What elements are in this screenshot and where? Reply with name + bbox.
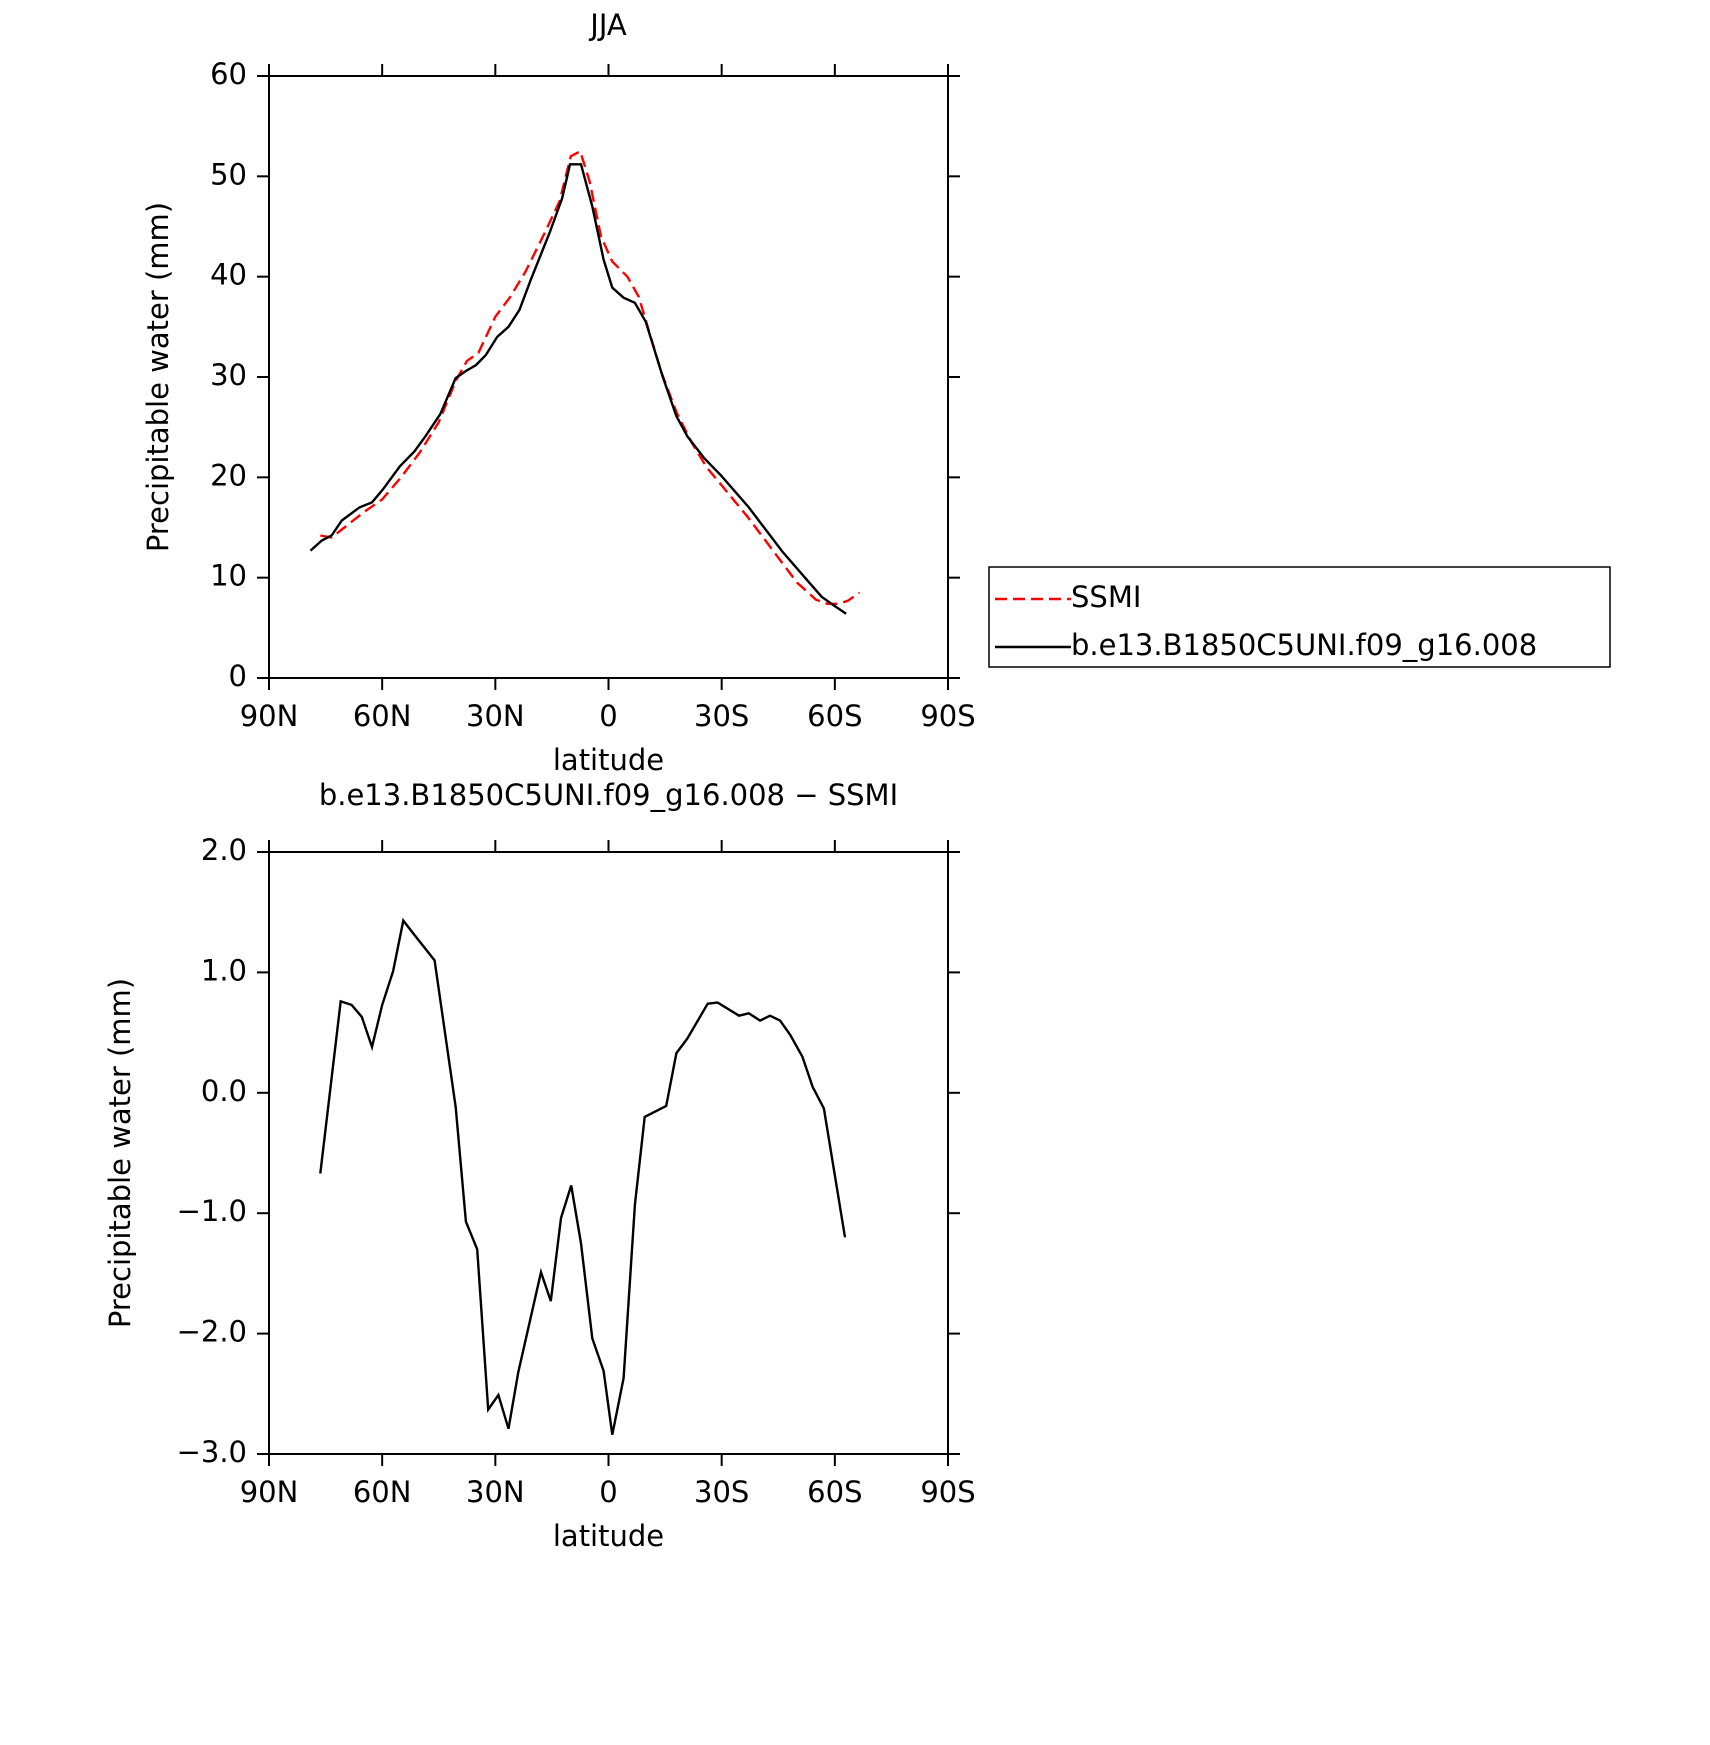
y-axis-label: Precipitable water (mm) [103,978,137,1328]
y-tick-label: −1.0 [177,1194,247,1228]
x-tick-label: 60S [807,1475,862,1509]
x-tick-label: 30S [694,1475,749,1509]
x-tick-label: 90S [920,1475,975,1509]
y-tick-label: 1.0 [201,953,247,987]
x-axis-label: latitude [553,1519,664,1553]
y-tick-label: 20 [210,458,247,492]
x-tick-label: 30S [694,699,749,733]
x-tick-label: 0 [599,1475,617,1509]
x-tick-label: 90N [240,699,299,733]
x-tick-label: 0 [599,699,617,733]
y-tick-label: 30 [210,358,247,392]
y-tick-label: 2.0 [201,833,247,867]
data-line [309,163,847,615]
y-tick-label: 40 [210,258,247,292]
x-axis-label: latitude [553,743,664,777]
x-tick-label: 60S [807,699,862,733]
y-axis-label: Precipitable water (mm) [141,202,175,552]
legend-label: SSMI [1071,580,1141,614]
x-tick-label: 60N [353,1475,412,1509]
x-tick-label: 90N [240,1475,299,1509]
y-tick-label: 60 [210,57,247,91]
y-tick-label: 0 [229,659,247,693]
chart-title: b.e13.B1850C5UNI.f09_g16.008 − SSMI [319,778,898,812]
y-tick-label: 10 [210,559,247,593]
x-tick-label: 90S [920,699,975,733]
plot-frame [268,851,949,1455]
plot-frame [268,75,949,679]
x-tick-label: 30N [466,699,525,733]
y-tick-label: 0.0 [201,1074,247,1108]
x-tick-label: 30N [466,1475,525,1509]
data-line [320,149,861,605]
x-tick-label: 60N [353,699,412,733]
y-tick-label: −3.0 [177,1435,247,1469]
y-tick-label: 50 [210,157,247,191]
data-line [319,917,847,1435]
legend-label: b.e13.B1850C5UNI.f09_g16.008 [1071,628,1537,662]
legend: SSMI b.e13.B1850C5UNI.f09_g16.008 [988,566,1611,668]
legend-box [988,566,1611,668]
chart-title: JJA [588,8,627,42]
y-tick-label: −2.0 [177,1315,247,1349]
